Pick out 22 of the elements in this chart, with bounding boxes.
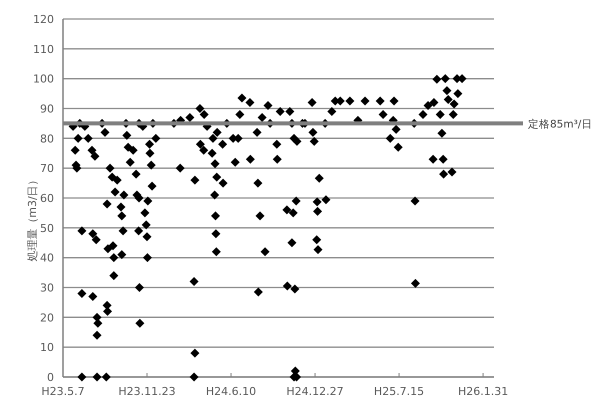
y-tick-label: 70 — [40, 162, 54, 176]
y-tick-label: 40 — [40, 252, 54, 265]
x-tick-label: H25.7.15 — [374, 385, 424, 398]
y-tick-label: 10 — [40, 341, 54, 354]
y-tick-label: 90 — [40, 102, 54, 116]
y-tick-label: 120 — [33, 13, 54, 26]
ref-line-label: 定格85m³/日 — [528, 117, 592, 130]
y-tick-label: 0 — [47, 371, 54, 384]
x-tick-label: H24.12.27 — [286, 385, 344, 398]
y-tick-label: 100 — [33, 72, 54, 86]
y-tick-label: 20 — [40, 311, 54, 324]
y-tick-label: 50 — [40, 222, 54, 235]
x-tick-label: H23.5.7 — [41, 385, 85, 398]
x-tick-label: H23.11.23 — [118, 385, 176, 398]
y-tick-label: 80 — [40, 132, 54, 146]
y-axis-title: 処理量（m3/日） — [26, 174, 39, 262]
ref-line: 定格85m³/日 — [63, 118, 592, 130]
x-tick-label: H24.6.10 — [206, 385, 256, 398]
y-tick-label: 60 — [40, 192, 54, 205]
y-tick-label: 110 — [33, 42, 54, 56]
y-tick-label: 30 — [40, 282, 54, 294]
x-tick-label: H26.1.31 — [458, 385, 508, 398]
